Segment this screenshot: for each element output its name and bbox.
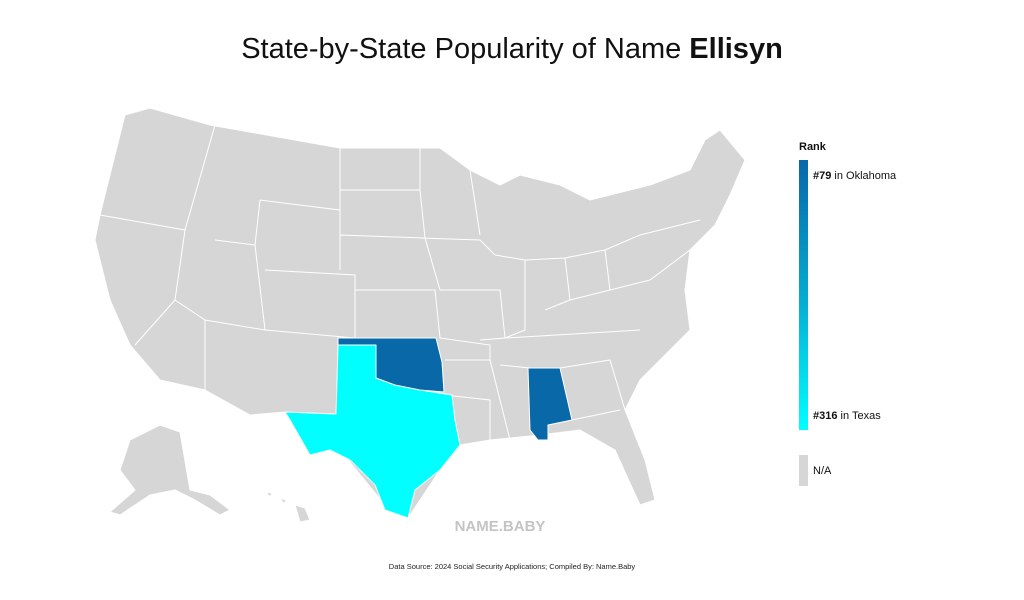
legend-bottom-label: #316 in Texas [813, 410, 881, 422]
us-map [94, 107, 746, 523]
legend-na-swatch [799, 455, 808, 486]
source-note: Data Source: 2024 Social Security Applic… [389, 562, 636, 571]
legend-top-rank: #79 [813, 170, 831, 182]
state-alabama [527, 367, 573, 441]
state-borders [99, 124, 701, 441]
legend-title: Rank [799, 141, 827, 153]
watermark: NAME.BABY [455, 518, 546, 535]
title-name: Ellisyn [689, 33, 783, 65]
state-hawaii [265, 491, 311, 523]
legend-top-state: in Oklahoma [834, 170, 897, 182]
title-prefix: State-by-State Popularity of Name [241, 33, 681, 65]
state-oklahoma [337, 337, 445, 393]
legend: Rank #79 in Oklahoma #316 in Texas N/A [799, 141, 897, 486]
state-alaska [109, 424, 231, 516]
legend-bottom-rank: #316 [813, 410, 837, 422]
legend-top-label: #79 in Oklahoma [813, 170, 897, 182]
legend-bottom-state: in Texas [841, 410, 882, 422]
legend-na-label: N/A [813, 465, 832, 477]
title: State-by-State Popularity of Name Ellisy… [241, 33, 783, 65]
legend-gradient [799, 160, 808, 430]
